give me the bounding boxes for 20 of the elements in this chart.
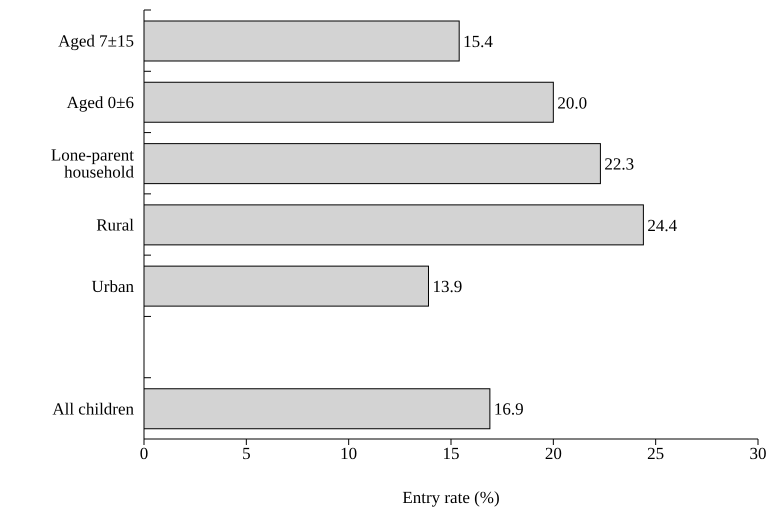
data-label: 20.0 [557,93,588,112]
x-tick-label: 0 [140,444,148,464]
y-tick-label: Rural [96,216,134,235]
x-tick-label: 5 [242,444,251,464]
data-label: 22.3 [604,154,634,174]
y-tick-label: Aged 0±6 [66,92,134,112]
x-tick-label: 30 [750,444,766,464]
data-label: 16.9 [494,400,524,419]
y-tick-label: Urban [92,276,134,296]
x-tick-label: 25 [647,444,664,464]
x-tick-label: 15 [442,444,460,464]
y-tick-label: Aged 7±15 [58,32,134,51]
x-tick-label: 20 [544,444,562,464]
y-tick-label: All children [52,399,134,418]
x-tick-label: 10 [340,444,358,464]
x-axis-title: Entry rate (%) [402,488,500,507]
data-label: 15.4 [463,32,494,52]
y-tick-label: Lone-parent household [50,146,134,182]
data-label: 13.9 [432,277,462,296]
data-label: 24.4 [647,216,678,235]
